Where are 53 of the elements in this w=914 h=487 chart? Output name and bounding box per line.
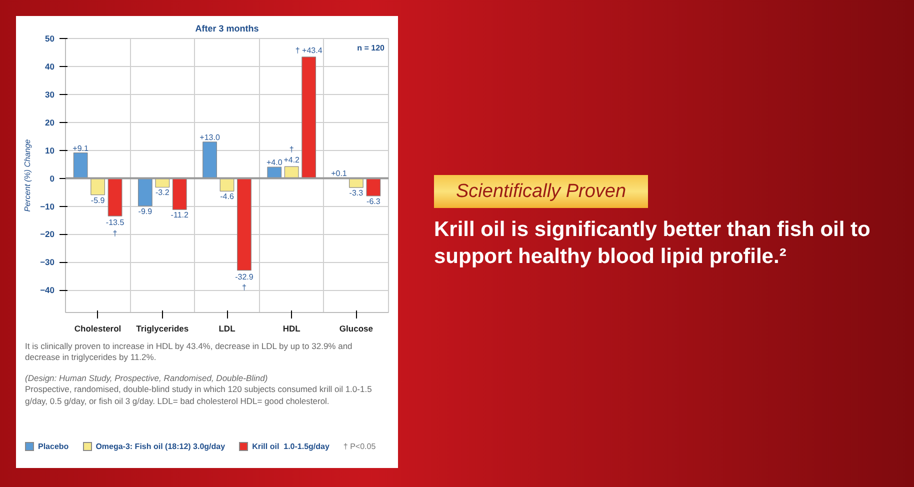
bar <box>90 178 105 196</box>
data-label: +13.0 <box>200 132 220 142</box>
y-axis-title: Percent (%) Change <box>23 138 32 212</box>
y-tick-label: −20 <box>40 229 55 240</box>
chart-title: After 3 months <box>195 24 259 34</box>
y-tick-label: −10 <box>40 201 55 212</box>
bar <box>73 152 88 179</box>
data-label: +9.1 <box>72 144 90 153</box>
text: (Design: Human Study, Prospective, Randomised, Double-Blind) <box>25 372 268 383</box>
bar <box>202 142 217 179</box>
x-tick-label: HDL <box>282 324 300 334</box>
data-label: -3.3 <box>349 188 364 198</box>
y-tick-label: 50 <box>45 34 55 44</box>
y-tick-label: 20 <box>45 117 55 128</box>
data-label: † +4.2 <box>284 144 300 165</box>
x-tick-label: LDL <box>218 324 236 334</box>
annotation: n = 120 <box>357 44 386 52</box>
data-label: -13.5 † <box>106 218 125 238</box>
text: Prospective, randomised, double-blind study in which 120 subjects consumed krill oil 1.0-1.5 g/day, 0.5 g/day, or fish oil 3 g/day. LDL= bad cholesterol HDL= good cholesterol. <box>25 384 373 408</box>
bar <box>366 178 381 196</box>
y-tick-label: 30 <box>45 89 55 100</box>
x-tick-label: Cholesterol <box>74 324 122 334</box>
bar <box>237 178 252 271</box>
data-label: -11.2 <box>170 210 189 220</box>
x-tick-label: Triglycerides <box>136 324 189 334</box>
y-tick-label: −30 <box>40 257 55 268</box>
data-label: -5.9 <box>90 196 106 205</box>
bar <box>108 178 122 216</box>
y-tick-label: 10 <box>45 145 55 156</box>
x-tick-label: Glucose <box>339 324 374 334</box>
y-tick-label: −40 <box>40 285 55 296</box>
data-label: † +43.4 <box>295 46 323 55</box>
bar <box>302 56 316 179</box>
data-label: -9.9 <box>138 206 153 216</box>
bar <box>267 166 282 179</box>
legend-label: Placebo <box>38 442 69 452</box>
data-label: +4.0 <box>266 158 283 168</box>
legend-label: Omega-3: Fish oil (18:12) 3.0g/day <box>96 442 226 452</box>
text: It is clinically proven to increase in HDL by 43.4%, decrease in LDL by up to 32.9% and decrease in triglycerides by 11.2%. <box>25 341 354 364</box>
text: Scientifically Proven <box>434 175 648 208</box>
data-label: -3.2 <box>156 188 170 198</box>
legend-label: Krill oil 1.0-1.5g/day <box>252 442 330 452</box>
data-label: -6.3 <box>366 196 381 206</box>
y-tick-label: 40 <box>45 61 55 72</box>
bar <box>138 178 152 206</box>
text: † P<0.05 <box>343 441 376 452</box>
y-tick-label: 0 <box>50 173 55 184</box>
data-label: -4.6 <box>220 192 234 202</box>
text: Krill oil is significantly better than fish oil to support healthy blood lipid profile.² <box>434 217 872 270</box>
data-label: +0.1 <box>331 169 348 178</box>
bar <box>284 166 299 179</box>
bar <box>172 178 187 210</box>
data-label: -32.9 † <box>235 272 254 292</box>
